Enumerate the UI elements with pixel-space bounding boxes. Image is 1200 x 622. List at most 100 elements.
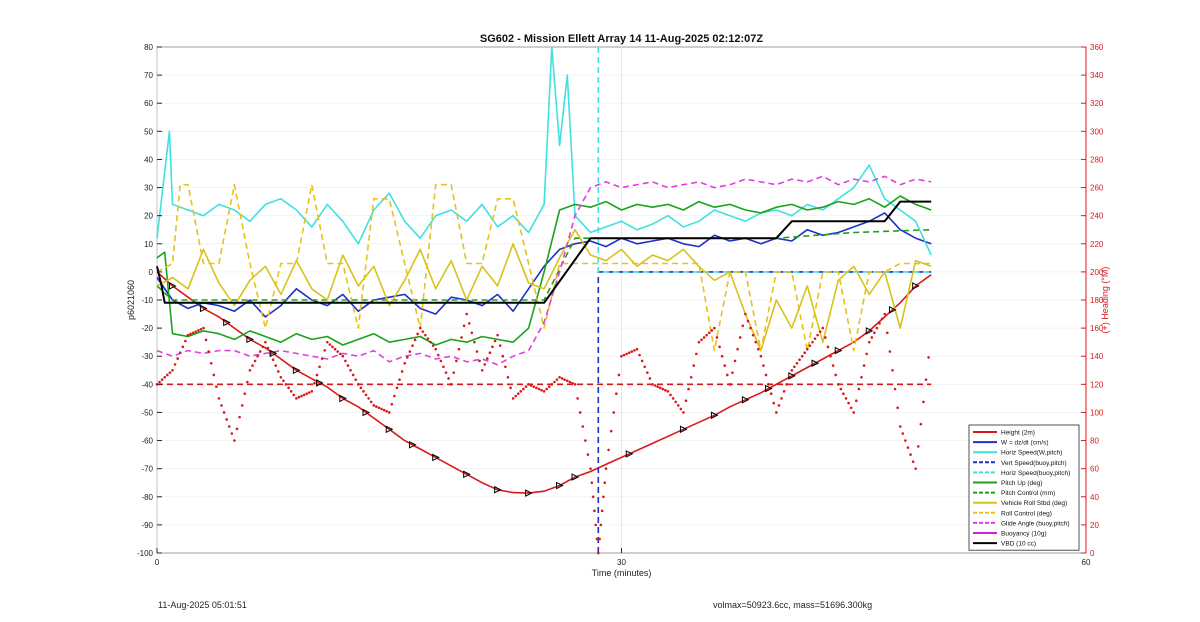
heading-point — [697, 340, 701, 344]
heading-point — [256, 354, 259, 358]
heading-point — [344, 359, 347, 363]
heading-point — [620, 354, 623, 358]
legend-label: Pitch Control (mm) — [1001, 490, 1055, 497]
heading-point — [669, 393, 672, 397]
heading-point — [875, 326, 879, 330]
heading-point — [811, 340, 814, 344]
y-tick-label: 40 — [144, 155, 153, 164]
heading-point — [173, 363, 177, 366]
dive-marker — [246, 335, 255, 344]
footer-timestamp: 11-Aug-2025 05:01:51 — [158, 600, 247, 610]
heading-point — [756, 347, 760, 351]
dive-marker — [223, 318, 231, 327]
heading-point — [914, 467, 917, 470]
heading-point — [320, 357, 324, 360]
heading-point — [457, 347, 461, 351]
heading-point — [191, 331, 195, 335]
heading-point — [682, 411, 685, 414]
dive-marker — [741, 395, 750, 404]
heading-point — [772, 401, 776, 405]
heading-point — [586, 453, 590, 456]
heading-point — [326, 340, 329, 344]
heading-point — [186, 333, 190, 337]
heading-point — [465, 312, 468, 316]
heading-point — [553, 380, 556, 384]
heading-point — [545, 387, 548, 391]
heading-point — [166, 373, 169, 377]
heading-point — [687, 387, 690, 391]
heading-point — [622, 353, 626, 357]
heading-point — [532, 385, 536, 388]
heading-point — [816, 333, 819, 337]
heading-point — [603, 481, 607, 485]
heading-point — [885, 331, 889, 335]
heading-point — [702, 336, 706, 339]
heading-point — [906, 446, 910, 449]
heading-point — [341, 354, 345, 358]
heading-point — [310, 390, 314, 393]
heading-point — [235, 427, 239, 431]
heading-point — [581, 425, 585, 428]
heading-point — [215, 385, 218, 388]
heading-point — [568, 380, 572, 384]
heading-point — [609, 429, 613, 433]
heading-point — [883, 312, 887, 316]
heading-point — [764, 373, 768, 377]
heading-point — [473, 340, 476, 344]
heading-point — [491, 345, 494, 349]
heading-point — [504, 365, 507, 369]
heading-point — [849, 406, 853, 410]
legend-label: Horiz Speed(W,pitch) — [1001, 450, 1062, 457]
heading-point — [486, 357, 489, 360]
heading-point — [444, 371, 448, 374]
heading-point — [891, 368, 894, 372]
heading-point — [738, 336, 742, 339]
heading-point — [542, 390, 546, 393]
heading-point — [806, 347, 809, 351]
heading-point — [238, 415, 241, 419]
heading-point — [720, 354, 724, 358]
heading-point — [442, 365, 445, 369]
heading-point — [387, 411, 391, 414]
heading-point — [793, 365, 796, 369]
heading-point — [865, 352, 868, 356]
heading-point — [336, 350, 339, 353]
heading-point — [826, 345, 830, 349]
footer-volmax-mass: volmax=50923.6cc, mass=51696.300kg — [713, 600, 873, 610]
heading-point — [594, 523, 597, 527]
heading-point — [305, 392, 308, 396]
heading-point — [475, 350, 479, 353]
legend-label: Height (2m) — [1001, 430, 1035, 437]
legend-label: Roll Control (deg) — [1001, 510, 1052, 517]
heading-point — [547, 385, 551, 388]
heading-point — [181, 345, 185, 349]
heading-point — [369, 400, 373, 404]
dive-marker — [571, 473, 580, 481]
heading-point — [857, 387, 861, 391]
heading-point — [209, 361, 213, 365]
heading-point — [839, 387, 843, 391]
heading-point — [176, 357, 179, 360]
heading-point — [460, 336, 463, 339]
y-tick-label: 50 — [144, 127, 153, 136]
heading-point — [633, 349, 636, 352]
y-tick-label: -10 — [141, 296, 153, 305]
legend-label: Buoyancy (10g) — [1001, 531, 1047, 538]
heading-point — [640, 359, 644, 363]
heading-point — [643, 365, 647, 369]
heading-point — [276, 370, 280, 373]
heading-point — [439, 359, 443, 363]
heading-point — [429, 340, 432, 344]
dive-marker — [362, 408, 371, 417]
dive-marker — [199, 304, 208, 313]
heading-point — [718, 345, 721, 349]
heading-point — [434, 347, 438, 351]
heading-point — [331, 345, 334, 349]
heading-point — [284, 383, 288, 386]
heading-point — [217, 397, 221, 400]
heading-point — [893, 387, 897, 391]
heading-point — [625, 352, 628, 356]
heading-point — [295, 397, 298, 400]
y-tick-label: -100 — [137, 549, 154, 558]
heading-point — [202, 326, 205, 330]
